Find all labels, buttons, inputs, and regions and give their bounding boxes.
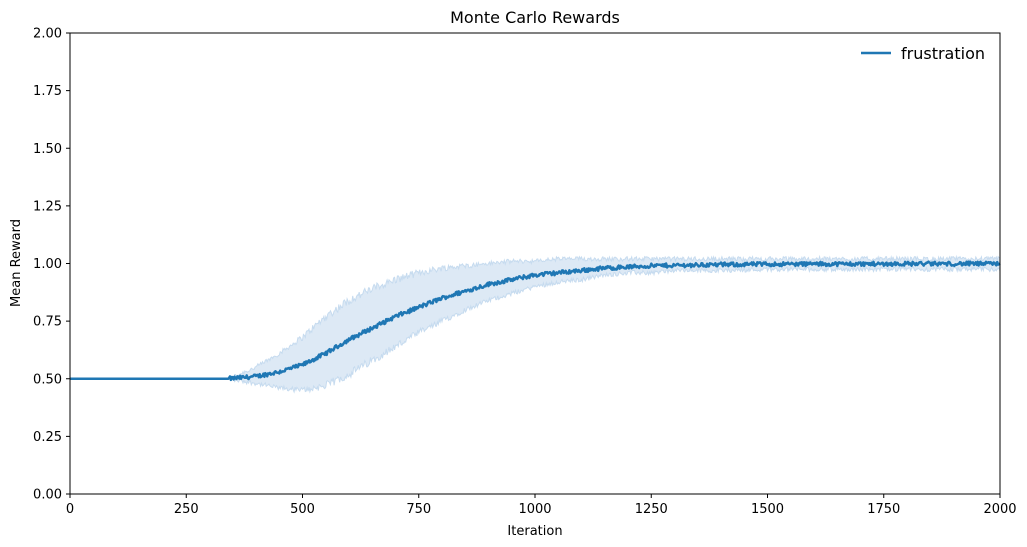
chart-title: Monte Carlo Rewards — [450, 8, 620, 27]
y-tick-label: 0.50 — [33, 372, 62, 387]
x-tick-label: 1000 — [518, 502, 551, 517]
x-tick-label: 0 — [66, 502, 74, 517]
y-axis-label: Mean Reward — [9, 219, 24, 307]
x-tick-label: 500 — [290, 502, 315, 517]
confidence-bands — [70, 254, 1001, 394]
plot-area — [69, 32, 1001, 495]
y-tick-label: 1.25 — [33, 199, 62, 214]
legend-label-frustration: frustration — [901, 44, 985, 63]
y-tick-label: 1.50 — [33, 142, 62, 157]
series-line-frustration — [69, 260, 1001, 382]
x-axis-label: Iteration — [507, 524, 562, 539]
x-tick-label: 1750 — [867, 502, 900, 517]
y-tick-label: 1.75 — [33, 84, 62, 99]
x-tick-label: 1250 — [635, 502, 668, 517]
legend: frustration — [861, 44, 985, 63]
y-tick-label: 0.75 — [33, 315, 62, 330]
y-axis: 0.00 0.25 0.50 0.75 1.00 1.25 1.50 1.75 2.00 — [33, 27, 70, 503]
y-tick-label: 1.00 — [33, 257, 62, 272]
x-tick-label: 2000 — [983, 502, 1016, 517]
x-axis: 0 250 500 750 1000 1250 1500 1750 2000 — [66, 494, 1017, 517]
x-tick-label: 1500 — [751, 502, 784, 517]
confidence-band-frustration — [70, 254, 1001, 394]
y-tick-label: 2.00 — [33, 27, 62, 42]
y-tick-label: 0.00 — [33, 488, 62, 503]
x-tick-label: 250 — [174, 502, 199, 517]
x-tick-label: 750 — [406, 502, 431, 517]
y-tick-label: 0.25 — [33, 430, 62, 445]
series-lines — [69, 260, 1001, 382]
